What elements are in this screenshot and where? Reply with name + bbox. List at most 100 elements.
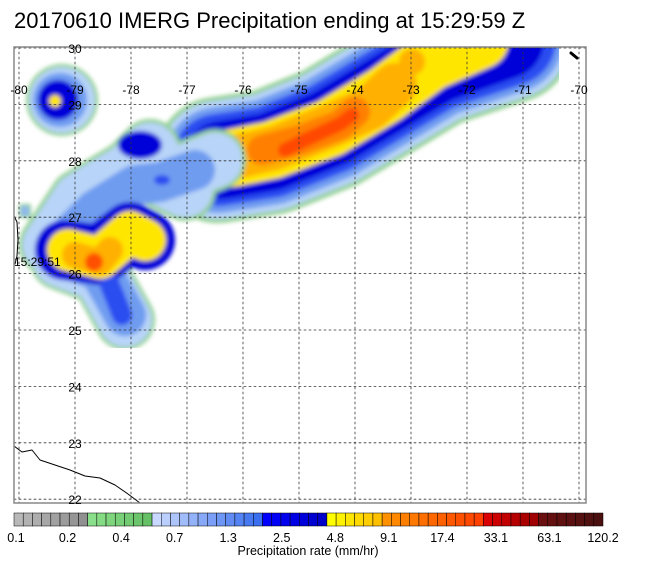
latitude-labels: 30 29 28 27 26 25 24 23 22 <box>68 42 82 507</box>
latitude-label: 27 <box>68 211 82 225</box>
lat-lon-grid <box>14 47 586 503</box>
coastline-florida <box>14 445 141 503</box>
colorbar-cell <box>142 512 153 527</box>
map-title: 20170610 IMERG Precipitation ending at 1… <box>14 8 526 33</box>
colorbar <box>13 512 604 527</box>
colorbar-cell <box>188 512 199 527</box>
longitude-label: -75 <box>290 83 308 97</box>
colorbar-cell <box>464 512 475 527</box>
colorbar-cell <box>538 512 549 527</box>
colorbar-cell <box>161 512 171 527</box>
longitude-label: -74 <box>346 83 364 97</box>
longitude-label: -79 <box>66 83 84 97</box>
colorbar-cell <box>372 512 383 527</box>
colorbar-cell <box>326 512 337 527</box>
colorbar-cell <box>575 512 585 527</box>
colorbar-cell <box>22 512 33 527</box>
colorbar-label: Precipitation rate (mm/hr) <box>237 544 378 558</box>
colorbar-cell <box>243 512 254 527</box>
colorbar-cell <box>400 512 410 527</box>
colorbar-cell <box>391 512 401 527</box>
coastline-bahamas <box>14 215 19 265</box>
colorbar-cell <box>87 512 98 527</box>
colorbar-cell <box>584 512 595 527</box>
colorbar-cell <box>280 512 291 527</box>
colorbar-cell <box>483 512 493 527</box>
colorbar-tick-label: 0.4 <box>112 531 129 545</box>
colorbar-cell <box>225 512 236 527</box>
colorbar-cell <box>197 512 208 527</box>
nw-rain-cell <box>26 64 98 136</box>
colorbar-cell <box>510 512 521 527</box>
colorbar-cell <box>114 512 125 527</box>
colorbar-cell <box>529 512 539 527</box>
colorbar-cell <box>32 512 42 527</box>
colorbar-tick-label: 0.2 <box>59 531 76 545</box>
colorbar-cell <box>446 512 456 527</box>
longitude-label: -77 <box>178 83 196 97</box>
colorbar-tick-label: 0.7 <box>166 531 183 545</box>
swath-marker <box>569 51 579 60</box>
colorbar-cell <box>354 512 364 527</box>
colorbar-cell <box>418 512 429 527</box>
colorbar-ticks: 0.1 0.2 0.4 0.7 1.3 2.5 4.8 9.1 17.4 33.1 63.1 120.… <box>7 531 618 545</box>
latitude-label: 24 <box>68 380 82 394</box>
colorbar-cell <box>409 512 420 527</box>
colorbar-cell <box>363 512 374 527</box>
colorbar-cell <box>216 512 226 527</box>
longitude-label: -80 <box>10 83 28 97</box>
colorbar-tick-label: 2.5 <box>273 531 290 545</box>
colorbar-cell <box>234 512 245 527</box>
latitude-label: 22 <box>68 493 82 507</box>
colorbar-tick-label: 9.1 <box>380 531 397 545</box>
colorbar-cell <box>133 512 144 527</box>
latitude-label: 28 <box>68 155 82 169</box>
colorbar-tick-label: 4.8 <box>327 531 344 545</box>
colorbar-cell <box>253 512 263 527</box>
colorbar-cell <box>547 512 558 527</box>
sw-rain-cluster <box>19 119 246 350</box>
colorbar-cell <box>593 512 604 527</box>
colorbar-cell <box>317 512 328 527</box>
colorbar-tick-label: 17.4 <box>430 531 454 545</box>
colorbar-cell <box>308 512 318 527</box>
latitude-label: 23 <box>68 437 82 451</box>
colorbar-cell <box>207 512 217 527</box>
colorbar-cell <box>289 512 300 527</box>
colorbar-tick-label: 33.1 <box>484 531 508 545</box>
colorbar-cell <box>501 512 512 527</box>
colorbar-cell <box>151 512 162 527</box>
colorbar-cell <box>299 512 309 527</box>
colorbar-cell <box>50 512 61 527</box>
colorbar-cell <box>381 512 392 527</box>
colorbar-cell <box>13 512 24 527</box>
colorbar-tick-label: 1.3 <box>219 531 236 545</box>
latitude-label: 26 <box>68 268 82 282</box>
colorbar-cell <box>345 512 355 527</box>
colorbar-cell <box>105 512 116 527</box>
latitude-label: 30 <box>68 42 82 56</box>
colorbar-cell <box>179 512 190 527</box>
colorbar-cell <box>78 512 88 527</box>
colorbar-cell <box>473 512 484 527</box>
longitude-label: -78 <box>122 83 140 97</box>
colorbar-cell <box>565 512 576 527</box>
longitude-labels: -80 -79 -78 -77 -76 -75 -74 -73 -72 -71 -70 <box>10 83 588 97</box>
ne-rain-band <box>155 47 573 223</box>
colorbar-cell <box>59 512 70 527</box>
colorbar-cell <box>335 512 346 527</box>
colorbar-cell <box>519 512 530 527</box>
latitude-label: 25 <box>68 324 82 338</box>
colorbar-cell <box>437 512 447 527</box>
colorbar-tick-label: 63.1 <box>537 531 561 545</box>
colorbar-cell <box>271 512 282 527</box>
colorbar-cell <box>41 512 52 527</box>
longitude-label: -72 <box>458 83 476 97</box>
longitude-label: -76 <box>234 83 252 97</box>
colorbar-cell <box>262 512 272 527</box>
swath-time-label: 15:29:51 <box>14 255 61 269</box>
colorbar-cell <box>96 512 107 527</box>
longitude-label: -73 <box>402 83 420 97</box>
colorbar-cell <box>68 512 79 527</box>
